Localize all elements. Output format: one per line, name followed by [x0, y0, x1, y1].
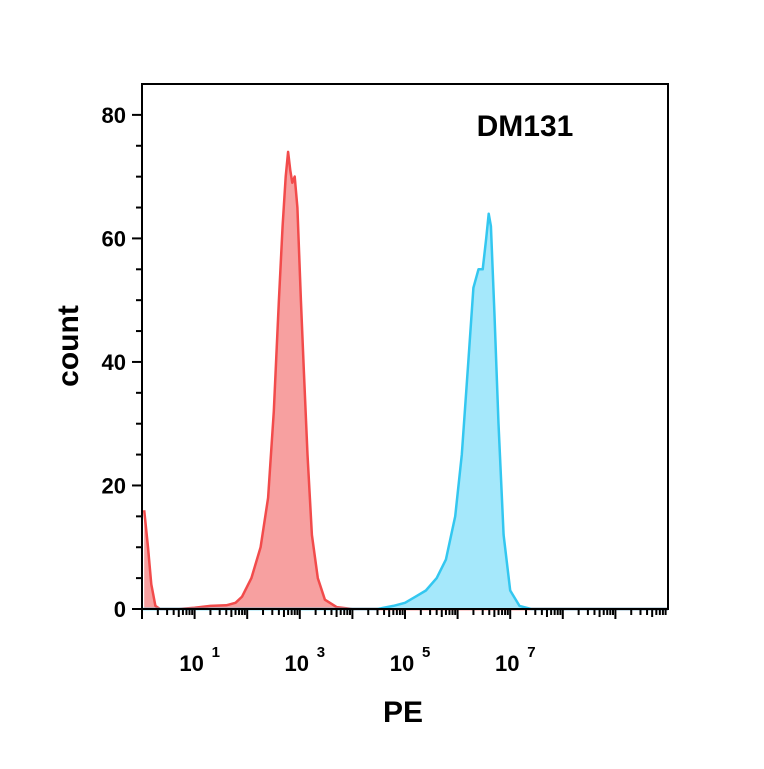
chart-title: DM131 [477, 110, 574, 143]
x-tick-base: 10 [179, 651, 203, 676]
y-tick-label: 80 [102, 103, 126, 128]
series-2-line [142, 212, 668, 611]
series-2-area [142, 213, 668, 609]
y-axis: 0 20 40 60 80 [102, 103, 142, 622]
x-tick-label: 10 3 [285, 644, 326, 676]
x-tick-exponent: 7 [527, 644, 535, 661]
y-tick-label: 60 [102, 226, 126, 251]
y-tick-label: 20 [102, 473, 126, 498]
series-1-line [142, 150, 668, 611]
x-tick-exponent: 1 [212, 644, 220, 661]
x-tick-label: 10 7 [495, 644, 536, 676]
x-tick-base: 10 [390, 651, 414, 676]
series-1-area [144, 151, 668, 609]
x-tick-base: 10 [495, 651, 519, 676]
x-axis-label: PE [383, 696, 423, 729]
y-tick-label: 0 [114, 597, 126, 622]
x-tick-exponent: 5 [422, 644, 430, 661]
x-tick-label: 10 1 [179, 644, 220, 676]
y-axis-label: count [52, 305, 85, 387]
x-tick-base: 10 [285, 651, 309, 676]
x-tick-label: 10 5 [390, 644, 431, 676]
plot-frame [141, 83, 669, 610]
x-tick-exponent: 3 [317, 644, 325, 661]
series-layer [142, 150, 668, 611]
x-axis: 10 1 10 3 10 5 10 7 [141, 609, 667, 676]
y-tick-label: 40 [102, 350, 126, 375]
